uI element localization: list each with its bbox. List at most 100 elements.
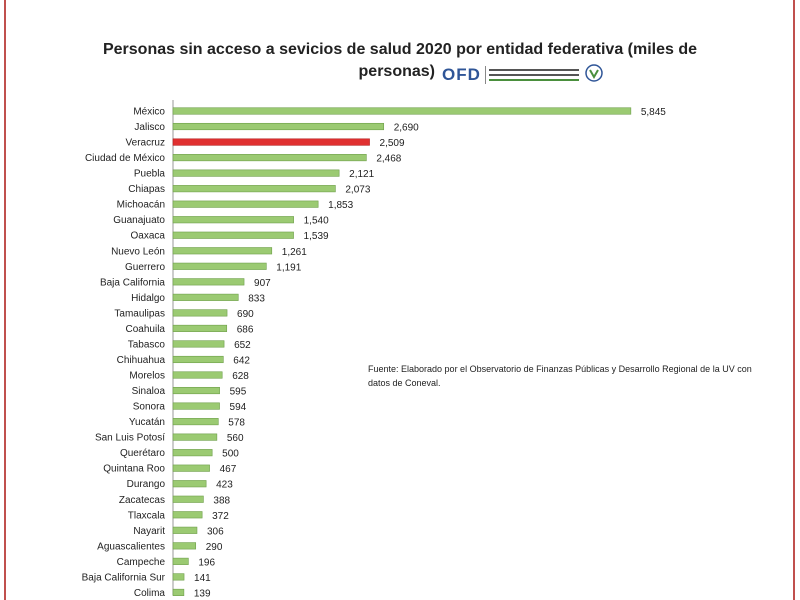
data-label: 423 bbox=[216, 480, 233, 491]
data-label: 595 bbox=[230, 387, 247, 398]
data-label: 652 bbox=[234, 340, 251, 351]
bar bbox=[172, 107, 632, 115]
bar bbox=[172, 200, 319, 208]
category-label: Zacatecas bbox=[119, 495, 165, 506]
category-label: Colima bbox=[134, 588, 166, 599]
bar bbox=[172, 309, 228, 317]
data-label: 1,853 bbox=[328, 200, 353, 211]
category-label: Michoacán bbox=[117, 200, 165, 211]
category-label: Campeche bbox=[117, 557, 166, 568]
category-label: Yucatán bbox=[129, 417, 165, 428]
category-label: Nayarit bbox=[133, 526, 165, 537]
uv-seal-icon bbox=[585, 63, 603, 87]
bar bbox=[172, 371, 223, 379]
bar bbox=[172, 418, 219, 426]
data-label: 467 bbox=[220, 464, 237, 475]
bar bbox=[172, 231, 294, 239]
data-label: 2,509 bbox=[380, 138, 405, 149]
data-label: 628 bbox=[232, 371, 249, 382]
category-label: Tlaxcala bbox=[128, 510, 166, 521]
category-label: Ciudad de México bbox=[85, 153, 165, 164]
bar bbox=[172, 386, 220, 395]
category-label: Querétaro bbox=[120, 448, 165, 459]
bar bbox=[172, 402, 220, 410]
data-label: 560 bbox=[227, 433, 244, 444]
source-note: Fuente: Elaborado por el Observatorio de… bbox=[368, 364, 752, 388]
category-label: Oaxaca bbox=[131, 231, 166, 242]
data-label: 372 bbox=[212, 511, 229, 522]
category-label: San Luis Potosí bbox=[95, 433, 165, 444]
category-label: Veracruz bbox=[126, 138, 165, 149]
bar bbox=[172, 526, 198, 534]
data-label: 1,539 bbox=[304, 231, 329, 242]
category-label: Jalisco bbox=[134, 122, 165, 133]
data-label: 141 bbox=[194, 573, 211, 584]
category-label: Tabasco bbox=[128, 339, 166, 350]
bar bbox=[172, 247, 273, 255]
category-label: Sonora bbox=[133, 402, 166, 413]
bar bbox=[172, 262, 267, 270]
bar bbox=[172, 122, 385, 131]
data-label: 2,121 bbox=[349, 169, 374, 180]
category-label: Guerrero bbox=[125, 262, 165, 273]
category-label: Sinaloa bbox=[132, 386, 166, 397]
frame-left-border bbox=[4, 0, 6, 600]
category-label: Aguascalientes bbox=[97, 541, 165, 552]
category-label: Nuevo León bbox=[111, 246, 165, 257]
bar bbox=[172, 480, 207, 488]
data-label: 388 bbox=[213, 495, 230, 506]
category-label: Baja California bbox=[100, 277, 165, 288]
category-label: Baja California Sur bbox=[82, 572, 166, 583]
bar bbox=[172, 464, 210, 472]
chart-title-line-1: Personas sin acceso a sevicios de salud … bbox=[102, 41, 698, 58]
bar bbox=[172, 557, 189, 565]
category-label: Tamaulipas bbox=[114, 308, 165, 319]
data-label: 594 bbox=[230, 402, 247, 413]
bar bbox=[172, 278, 245, 286]
ofd-logo: OFD bbox=[442, 62, 612, 88]
category-label: Guanajuato bbox=[113, 215, 165, 226]
bar-highlight bbox=[172, 138, 370, 146]
bar bbox=[172, 216, 294, 224]
ofd-logo-org-lines bbox=[484, 66, 579, 84]
bar bbox=[172, 154, 367, 162]
category-label: Chiapas bbox=[128, 184, 165, 195]
bar bbox=[172, 355, 224, 364]
data-label: 690 bbox=[237, 309, 254, 320]
frame-right-border bbox=[793, 0, 795, 600]
data-label: 1,540 bbox=[304, 216, 329, 227]
data-label: 1,261 bbox=[282, 247, 307, 258]
chart-title-line-2: personas) bbox=[358, 63, 435, 80]
bar bbox=[172, 324, 228, 332]
data-label: 500 bbox=[222, 449, 239, 460]
bar bbox=[172, 433, 218, 441]
data-label: 578 bbox=[228, 418, 245, 429]
data-label: 306 bbox=[207, 526, 224, 537]
category-label: Hidalgo bbox=[131, 293, 165, 304]
bar bbox=[172, 340, 225, 348]
bar bbox=[172, 293, 239, 301]
ofd-logo-text: OFD bbox=[442, 65, 481, 84]
data-label: 1,191 bbox=[276, 262, 301, 273]
data-label: 642 bbox=[233, 355, 250, 366]
category-label: Quintana Roo bbox=[103, 464, 165, 475]
data-label: 290 bbox=[206, 542, 223, 553]
bar bbox=[172, 588, 185, 596]
data-label: 833 bbox=[248, 293, 265, 304]
bar bbox=[172, 542, 197, 550]
data-label: 907 bbox=[254, 278, 271, 289]
category-label: México bbox=[133, 107, 165, 118]
bar bbox=[172, 495, 204, 503]
bar bbox=[172, 573, 185, 581]
category-label: Chihuahua bbox=[117, 355, 166, 366]
bar bbox=[172, 169, 340, 177]
category-label: Coahuila bbox=[126, 324, 166, 335]
data-label: 2,690 bbox=[394, 123, 419, 134]
category-label: Morelos bbox=[129, 371, 165, 382]
data-label: 2,073 bbox=[345, 185, 370, 196]
bar bbox=[172, 449, 213, 457]
bar bbox=[172, 185, 336, 193]
data-label: 2,468 bbox=[376, 154, 401, 165]
data-label: 196 bbox=[198, 557, 215, 568]
